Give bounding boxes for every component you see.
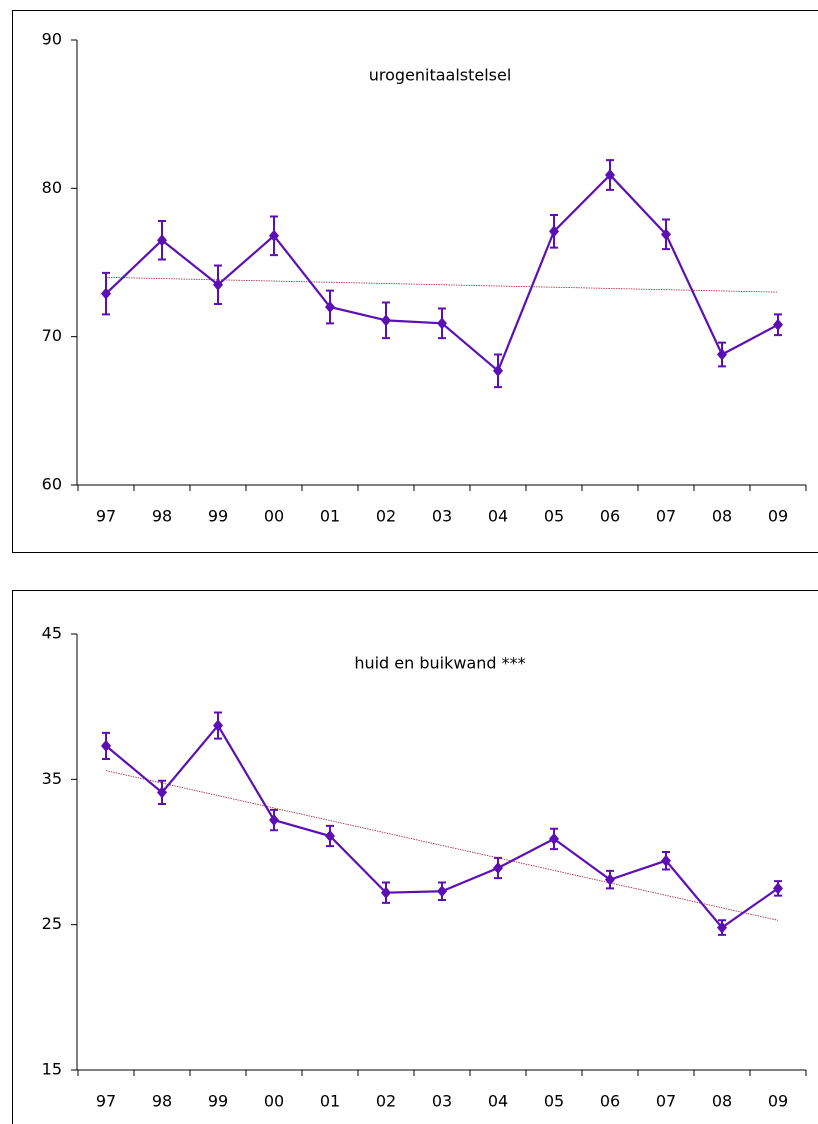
y-tick-label: 90: [42, 30, 62, 49]
point: [157, 786, 167, 799]
x-tick-label: 03: [432, 507, 452, 526]
trend-line: [105, 770, 779, 921]
chart-title: urogenitaalstelsel: [369, 66, 512, 85]
x-tick-label: 01: [320, 1092, 340, 1111]
x-tick-label: 06: [600, 1092, 620, 1111]
x-tick-label: 99: [208, 507, 228, 526]
x-tick-label: 02: [376, 507, 396, 526]
x-tick-label: 08: [712, 1092, 732, 1111]
y-tick-label: 70: [42, 326, 62, 345]
x-tick-label: 99: [208, 1092, 228, 1111]
y-tick-label: 25: [42, 914, 62, 933]
trend-line: [105, 276, 779, 293]
point: [213, 278, 223, 291]
x-tick-label: 00: [264, 1092, 284, 1111]
x-tick-label: 04: [488, 1092, 508, 1111]
y-tick-label: 60: [42, 475, 62, 494]
x-tick-label: 08: [712, 507, 732, 526]
x-tick-label: 07: [656, 507, 676, 526]
point: [325, 301, 335, 313]
point: [493, 364, 503, 377]
point: [605, 873, 615, 886]
x-tick-label: 97: [96, 1092, 116, 1111]
x-tick-label: 09: [768, 507, 788, 526]
x-tick-label: 07: [656, 1092, 676, 1111]
point: [325, 830, 335, 843]
point: [101, 739, 111, 752]
x-tick-label: 04: [488, 507, 508, 526]
chart-frame: [12, 10, 818, 553]
x-tick-label: 02: [376, 1092, 396, 1111]
point: [101, 287, 111, 300]
point: [717, 348, 727, 361]
point: [269, 814, 279, 827]
x-tick-label: 97: [96, 507, 116, 526]
point: [773, 318, 783, 331]
point: [157, 234, 167, 247]
point: [381, 886, 391, 899]
x-tick-label: 05: [544, 1092, 564, 1111]
point: [213, 719, 223, 732]
x-tick-label: 01: [320, 507, 340, 526]
point: [549, 832, 559, 845]
x-tick-label: 03: [432, 1092, 452, 1111]
point: [493, 861, 503, 874]
point: [437, 317, 447, 330]
point: [269, 229, 279, 242]
y-tick-label: 35: [42, 769, 62, 788]
point: [605, 168, 615, 181]
x-tick-label: 06: [600, 507, 620, 526]
x-tick-label: 00: [264, 507, 284, 526]
point: [549, 225, 559, 238]
series-line: [105, 173, 779, 373]
point: [381, 314, 391, 327]
y-tick-label: 45: [42, 624, 62, 643]
x-tick-label: 98: [152, 507, 172, 526]
chart-title: huid en buikwand ***: [354, 654, 525, 673]
x-tick-label: 09: [768, 1092, 788, 1111]
point: [437, 885, 447, 898]
point: [773, 882, 783, 895]
chart-frame: [12, 590, 818, 1124]
y-tick-label: 80: [42, 178, 62, 197]
y-tick-label: 15: [42, 1060, 62, 1079]
point: [661, 854, 671, 867]
x-tick-label: 98: [152, 1092, 172, 1111]
point: [661, 228, 671, 241]
point: [717, 921, 727, 934]
x-tick-label: 05: [544, 507, 564, 526]
